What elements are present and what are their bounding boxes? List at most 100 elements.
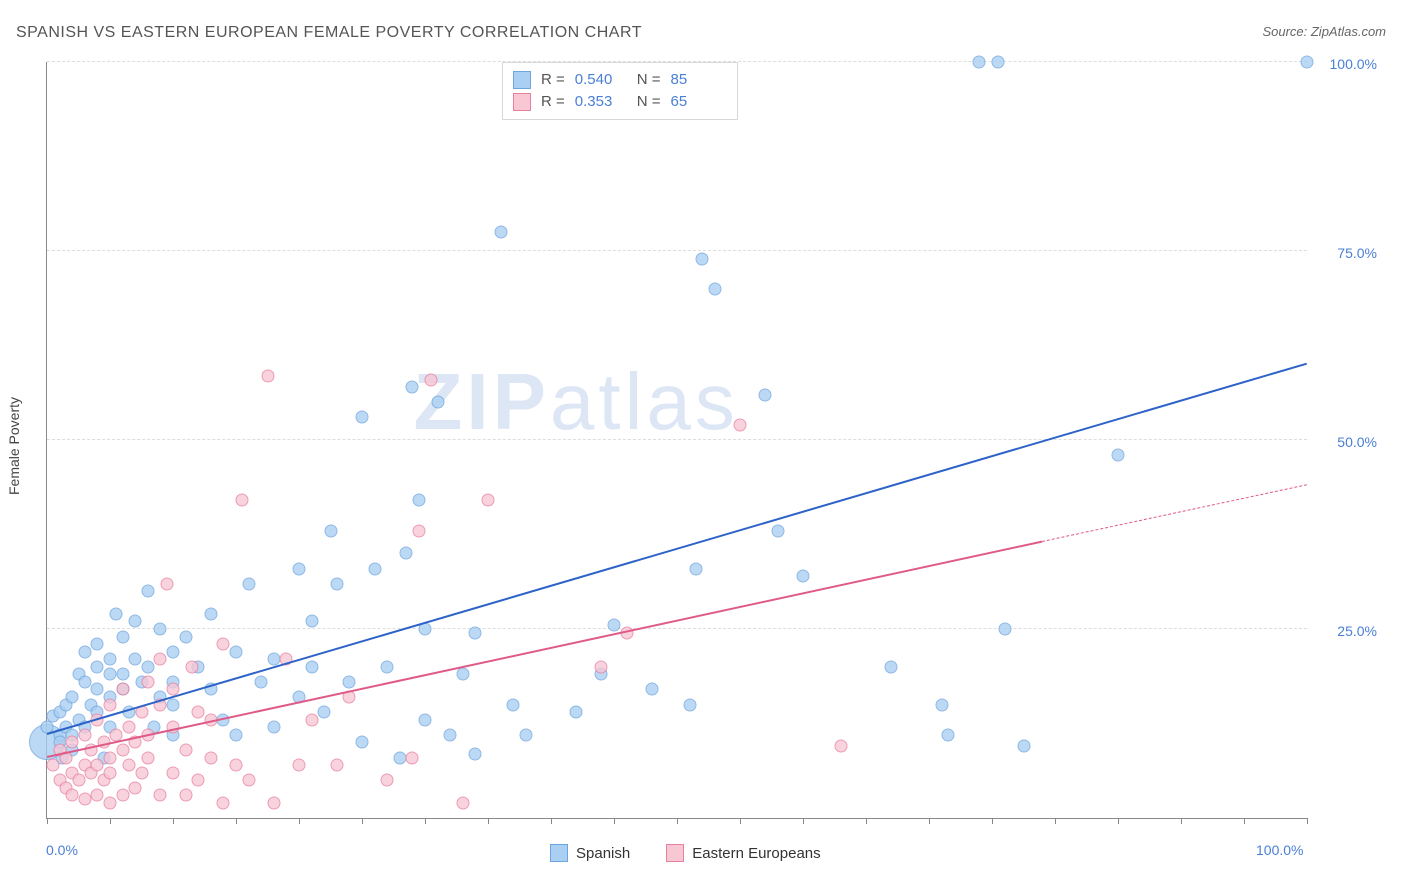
data-point	[217, 638, 230, 651]
x-tick	[488, 818, 489, 824]
data-point	[330, 577, 343, 590]
data-point	[324, 524, 337, 537]
data-point	[425, 373, 438, 386]
legend-r-label: R =	[541, 69, 565, 91]
data-point	[293, 759, 306, 772]
x-tick	[299, 818, 300, 824]
x-tick	[1055, 818, 1056, 824]
data-point	[122, 721, 135, 734]
data-point	[135, 766, 148, 779]
data-point	[167, 698, 180, 711]
data-point	[400, 547, 413, 560]
data-point	[167, 766, 180, 779]
watermark-rest: atlas	[550, 357, 739, 446]
data-point	[141, 751, 154, 764]
data-point	[236, 494, 249, 507]
legend-r-value: 0.353	[575, 91, 627, 113]
data-point	[91, 789, 104, 802]
x-tick	[1307, 818, 1308, 824]
data-point	[973, 56, 986, 69]
data-point	[204, 607, 217, 620]
y-tick-label: 100.0%	[1317, 56, 1377, 72]
correlation-legend: R =0.540N =85R =0.353N =65	[502, 62, 738, 120]
data-point	[122, 759, 135, 772]
legend-swatch	[513, 71, 531, 89]
data-point	[419, 713, 432, 726]
legend-n-value: 65	[671, 91, 723, 113]
regression-line	[47, 540, 1043, 757]
data-point	[368, 562, 381, 575]
data-point	[66, 691, 79, 704]
data-point	[230, 728, 243, 741]
data-point	[104, 796, 117, 809]
x-tick	[929, 818, 930, 824]
data-point	[179, 630, 192, 643]
data-point	[456, 796, 469, 809]
x-tick	[614, 818, 615, 824]
gridline	[47, 250, 1307, 251]
data-point	[116, 668, 129, 681]
data-point	[66, 736, 79, 749]
x-tick	[47, 818, 48, 824]
series-legend-item: Eastern Europeans	[666, 844, 820, 862]
x-tick	[551, 818, 552, 824]
scatter-plot-area: ZIPatlas R =0.540N =85R =0.353N =65 25.0…	[46, 62, 1307, 819]
data-point	[267, 796, 280, 809]
data-point	[141, 660, 154, 673]
data-point	[179, 789, 192, 802]
y-axis-label: Female Poverty	[6, 397, 22, 495]
data-point	[494, 226, 507, 239]
data-point	[318, 706, 331, 719]
data-point	[456, 668, 469, 681]
legend-n-value: 85	[671, 69, 723, 91]
data-point	[104, 653, 117, 666]
data-point	[305, 713, 318, 726]
data-point	[116, 630, 129, 643]
data-point	[78, 645, 91, 658]
legend-n-label: N =	[637, 91, 661, 113]
data-point	[330, 759, 343, 772]
legend-swatch	[550, 844, 568, 862]
data-point	[381, 660, 394, 673]
data-point	[104, 751, 117, 764]
data-point	[1301, 56, 1314, 69]
data-point	[519, 728, 532, 741]
data-point	[154, 653, 167, 666]
data-point	[129, 781, 142, 794]
data-point	[941, 728, 954, 741]
x-axis-max-label: 100.0%	[1256, 842, 1303, 858]
x-tick	[1244, 818, 1245, 824]
data-point	[47, 759, 60, 772]
data-point	[412, 524, 425, 537]
data-point	[1112, 449, 1125, 462]
x-tick	[1118, 818, 1119, 824]
data-point	[104, 766, 117, 779]
data-point	[154, 789, 167, 802]
data-point	[708, 282, 721, 295]
data-point	[104, 698, 117, 711]
data-point	[129, 615, 142, 628]
data-point	[935, 698, 948, 711]
data-point	[998, 623, 1011, 636]
data-point	[431, 396, 444, 409]
x-tick	[1181, 818, 1182, 824]
data-point	[406, 381, 419, 394]
data-point	[217, 796, 230, 809]
legend-row: R =0.540N =85	[513, 69, 723, 91]
source-label: Source: ZipAtlas.com	[1262, 24, 1386, 39]
x-tick	[992, 818, 993, 824]
data-point	[179, 743, 192, 756]
data-point	[242, 577, 255, 590]
data-point	[192, 706, 205, 719]
data-point	[261, 369, 274, 382]
data-point	[110, 607, 123, 620]
legend-row: R =0.353N =65	[513, 91, 723, 113]
gridline	[47, 628, 1307, 629]
x-tick	[740, 818, 741, 824]
data-point	[242, 774, 255, 787]
data-point	[72, 774, 85, 787]
data-point	[444, 728, 457, 741]
data-point	[104, 668, 117, 681]
data-point	[771, 524, 784, 537]
legend-n-label: N =	[637, 69, 661, 91]
